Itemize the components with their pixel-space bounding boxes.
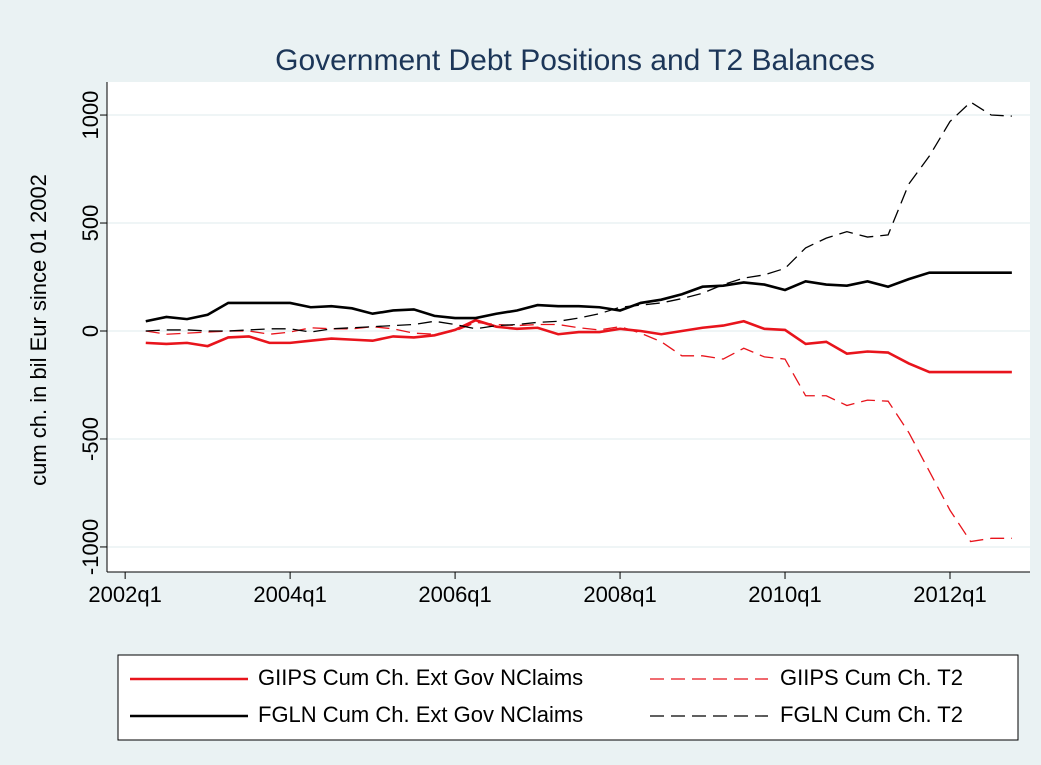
- x-tick-label: 2004q1: [253, 582, 326, 607]
- series-line: [145, 271, 1012, 323]
- y-tick-label: -1000: [78, 519, 103, 575]
- x-tick-label: 2008q1: [583, 582, 656, 607]
- series-line: [145, 101, 1012, 333]
- y-tick-label: 1000: [78, 91, 103, 140]
- y-tick-label: -500: [78, 417, 103, 461]
- y-tick-label: 0: [78, 325, 103, 337]
- y-axis-title: cum ch. in bil Eur since 01 2002: [26, 174, 51, 486]
- plot-area: [107, 82, 1030, 572]
- x-tick-label: 2012q1: [913, 582, 986, 607]
- x-tick-label: 2006q1: [418, 582, 491, 607]
- y-tick-label: 500: [78, 205, 103, 242]
- legend-label: GIIPS Cum Ch. Ext Gov NClaims: [258, 665, 583, 690]
- legend: [117, 654, 1019, 741]
- series-line: [145, 321, 1012, 543]
- x-tick-label: 2002q1: [88, 582, 161, 607]
- chart-title: Government Debt Positions and T2 Balance…: [275, 44, 875, 77]
- legend-label: FGLN Cum Ch. Ext Gov NClaims: [258, 702, 583, 727]
- legend-label: FGLN Cum Ch. T2: [780, 702, 963, 727]
- series-line: [145, 318, 1012, 374]
- x-tick-label: 2010q1: [748, 582, 821, 607]
- legend-label: GIIPS Cum Ch. T2: [780, 665, 963, 690]
